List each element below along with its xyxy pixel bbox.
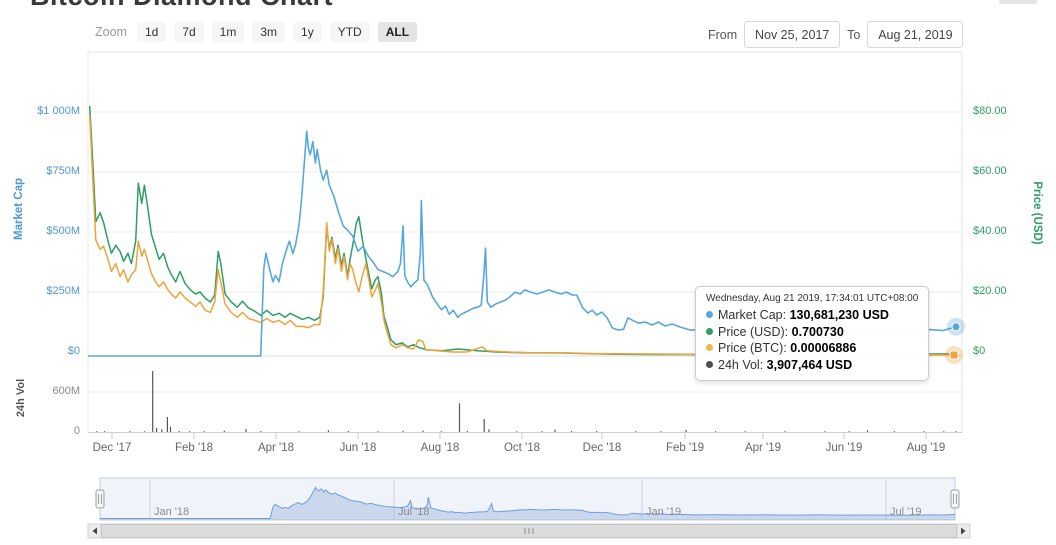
range-button-1y[interactable]: 1y bbox=[293, 22, 322, 42]
price-usd-tick-label: $40.00 bbox=[973, 225, 1007, 237]
x-axis-tick-label: Dec '18 bbox=[582, 442, 622, 454]
page-title: Bitcoin Diamond Chart bbox=[30, 0, 450, 11]
market-cap-point-marker bbox=[951, 322, 961, 332]
price-btc-bullet-icon bbox=[706, 344, 713, 351]
x-axis-tick-label: Apr '19 bbox=[744, 442, 782, 454]
tooltip-row-price-usd: Price (USD): 0.700730 bbox=[706, 324, 918, 341]
x-axis-tick-label: Feb '18 bbox=[175, 442, 213, 454]
zoom-label: Zoom bbox=[95, 25, 127, 39]
market-cap-tick-label: $1 000M bbox=[37, 105, 80, 117]
navigator-tick-label: Jan '18 bbox=[154, 506, 190, 518]
market-cap-tick-label: $0 bbox=[67, 345, 80, 357]
range-button-3m[interactable]: 3m bbox=[252, 22, 286, 42]
x-axis-tick-label: Jun '19 bbox=[825, 442, 863, 454]
price-usd-line bbox=[88, 105, 957, 356]
range-button-1d[interactable]: 1d bbox=[136, 22, 167, 42]
scrollbar-thumb[interactable] bbox=[101, 524, 957, 538]
x-axis-tick-label: Aug '19 bbox=[906, 442, 946, 454]
market-cap-tick-label: $750M bbox=[46, 165, 80, 177]
to-date-input[interactable] bbox=[867, 21, 964, 48]
market-cap-bullet-icon bbox=[706, 311, 713, 318]
scrollbar-right-arrow[interactable] bbox=[956, 523, 971, 539]
from-label: From bbox=[708, 27, 738, 42]
hamburger-menu-icon[interactable] bbox=[999, 0, 1037, 4]
price-usd-tick-label: $60.00 bbox=[973, 165, 1007, 177]
market-cap-tick-label: $500M bbox=[46, 225, 80, 237]
x-axis-tick-label: Jun '18 bbox=[339, 442, 377, 454]
range-button-7d[interactable]: 7d bbox=[174, 22, 204, 42]
price-usd-tick-label: $20.00 bbox=[973, 285, 1007, 297]
navigator-handle-left[interactable] bbox=[95, 489, 105, 509]
x-axis-tick-label: Dec '17 bbox=[92, 442, 132, 454]
navigator-area bbox=[100, 487, 955, 520]
price-usd-tick-label: $80.00 bbox=[973, 105, 1007, 117]
price-usd-tick-label: $0 bbox=[973, 345, 986, 357]
range-button-ytd[interactable]: YTD bbox=[329, 22, 370, 42]
scrollbar-left-arrow[interactable] bbox=[87, 523, 102, 539]
price-usd-bullet-icon bbox=[706, 327, 713, 335]
navigator-mask[interactable] bbox=[99, 477, 956, 521]
market-cap-tick-label: $250M bbox=[46, 285, 80, 297]
navigator-line bbox=[100, 486, 956, 519]
date-range: From To bbox=[708, 21, 964, 48]
tooltip-row-market-cap: Market Cap: 130,681,230 USD bbox=[706, 307, 918, 324]
price-btc-line bbox=[88, 115, 957, 356]
navigator-tick-label: Jul '19 bbox=[890, 506, 922, 518]
volume-bars bbox=[96, 371, 957, 432]
to-label: To bbox=[847, 27, 861, 42]
x-axis-tick-label: Oct '18 bbox=[503, 442, 541, 454]
range-button-all[interactable]: ALL bbox=[377, 22, 418, 42]
x-axis-tick-label: Aug '18 bbox=[420, 442, 460, 454]
tooltip-datetime: Wednesday, Aug 21 2019, 17:34:01 UTC+08:… bbox=[706, 293, 919, 304]
from-date-input[interactable] bbox=[744, 21, 841, 48]
volume-bullet-icon bbox=[706, 360, 713, 368]
volume-tick-label: 600M bbox=[52, 385, 80, 397]
x-axis-tick-label: Apr '18 bbox=[257, 442, 295, 454]
tooltip-row-price-btc: Price (BTC): 0.00006886 bbox=[706, 340, 918, 357]
navigator-tick-label: Jan '19 bbox=[646, 506, 682, 518]
x-axis-tick-label: Feb '19 bbox=[666, 442, 704, 454]
chart-tooltip: Wednesday, Aug 21 2019, 17:34:01 UTC+08:… bbox=[695, 286, 930, 381]
range-selector: Zoom 1d 7d 1m 3m 1y YTD ALL bbox=[95, 22, 418, 42]
market-cap-line bbox=[88, 130, 957, 357]
range-button-1m[interactable]: 1m bbox=[211, 22, 245, 42]
tooltip-row-volume: 24h Vol: 3,907,464 USD bbox=[706, 357, 918, 374]
navigator-tick-label: Jul '18 bbox=[398, 506, 430, 518]
price-btc-point-marker bbox=[949, 350, 959, 360]
volume-tick-label: 0 bbox=[73, 425, 80, 437]
navigator-handle-right[interactable] bbox=[950, 489, 960, 509]
